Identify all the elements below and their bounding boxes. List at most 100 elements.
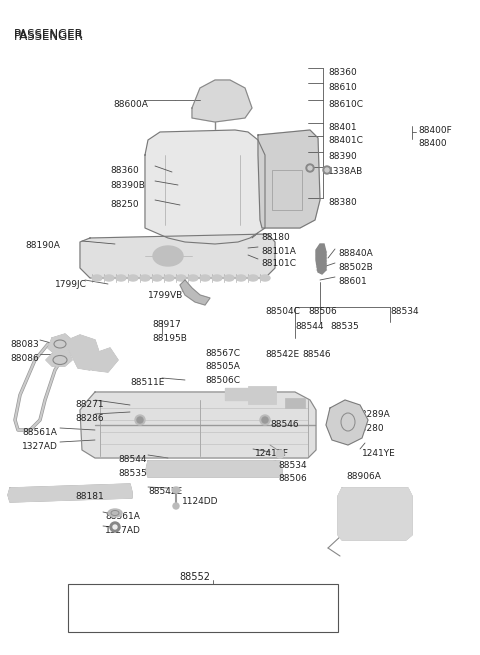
Polygon shape (8, 484, 132, 502)
Polygon shape (80, 392, 316, 458)
Ellipse shape (116, 275, 126, 281)
Polygon shape (326, 400, 368, 445)
Text: 1338AB: 1338AB (328, 167, 363, 176)
Polygon shape (316, 244, 326, 274)
Text: 88280: 88280 (355, 424, 384, 433)
Ellipse shape (153, 246, 183, 266)
Circle shape (262, 417, 268, 423)
Text: 88506C: 88506C (205, 376, 240, 385)
Polygon shape (80, 234, 275, 278)
Text: 88190A: 88190A (25, 241, 60, 250)
Text: PASSENGER: PASSENGER (14, 30, 84, 43)
Text: 1799JC: 1799JC (55, 280, 87, 289)
Text: 88840A: 88840A (338, 249, 373, 258)
Text: 88360: 88360 (328, 68, 357, 77)
Text: 88544: 88544 (295, 322, 324, 331)
Text: 88181: 88181 (75, 492, 104, 501)
Circle shape (173, 503, 179, 509)
Ellipse shape (260, 275, 270, 281)
Text: 88195B: 88195B (152, 334, 187, 343)
Polygon shape (48, 334, 72, 354)
Text: 1799VB: 1799VB (148, 291, 183, 300)
Text: 88542E: 88542E (148, 487, 182, 496)
Polygon shape (68, 335, 100, 370)
Ellipse shape (128, 275, 138, 281)
Text: 88534: 88534 (390, 307, 419, 316)
Text: 88286: 88286 (144, 596, 172, 605)
Ellipse shape (188, 275, 198, 281)
Text: 1241BF: 1241BF (141, 620, 175, 629)
Circle shape (325, 168, 329, 172)
Text: 88917: 88917 (152, 320, 181, 329)
Circle shape (276, 450, 284, 458)
Text: 88601: 88601 (338, 277, 367, 286)
Circle shape (306, 164, 314, 172)
Bar (68, 584, 338, 632)
Text: 88360: 88360 (110, 166, 139, 175)
Text: 88610: 88610 (328, 83, 357, 92)
Text: 88380: 88380 (328, 198, 357, 207)
Ellipse shape (92, 275, 102, 281)
Text: 88101C: 88101C (261, 259, 296, 268)
Ellipse shape (248, 275, 258, 281)
Text: 88511E: 88511E (261, 596, 295, 605)
Text: 1241YE: 1241YE (362, 449, 396, 458)
Text: 88534: 88534 (278, 461, 307, 470)
Ellipse shape (176, 275, 186, 281)
Text: 88511E: 88511E (130, 378, 164, 387)
Circle shape (113, 525, 117, 529)
Text: 1241YE: 1241YE (201, 620, 235, 629)
Text: 88561A: 88561A (105, 512, 140, 521)
Ellipse shape (108, 509, 122, 517)
Text: 88390: 88390 (328, 152, 357, 161)
Text: 88567C: 88567C (205, 349, 240, 358)
Text: 88506: 88506 (308, 307, 337, 316)
Text: 88546: 88546 (302, 350, 331, 359)
Ellipse shape (152, 275, 162, 281)
Text: 88505A: 88505A (205, 362, 240, 371)
Text: 88083: 88083 (10, 340, 39, 349)
Text: 88502B: 88502B (338, 263, 373, 272)
Circle shape (323, 166, 331, 174)
Ellipse shape (212, 275, 222, 281)
Text: 1124DD: 1124DD (182, 497, 218, 506)
Circle shape (137, 417, 143, 423)
Text: 88544: 88544 (118, 455, 146, 464)
Polygon shape (192, 80, 252, 122)
Text: 88289A: 88289A (355, 410, 390, 419)
Bar (272, 170, 302, 210)
Text: 88917: 88917 (204, 596, 232, 605)
Text: 88610C: 88610C (328, 100, 363, 109)
Text: 88535: 88535 (118, 469, 147, 478)
Text: 88390B: 88390B (110, 181, 145, 190)
Polygon shape (88, 348, 118, 372)
Text: 88906A: 88906A (346, 472, 381, 481)
Text: 88271: 88271 (75, 400, 104, 409)
Polygon shape (258, 130, 320, 228)
Text: 88542E: 88542E (265, 350, 299, 359)
Polygon shape (180, 280, 210, 305)
Polygon shape (146, 461, 282, 477)
Polygon shape (145, 130, 265, 244)
Text: 88400F: 88400F (418, 126, 452, 135)
Text: 1241BF: 1241BF (255, 449, 289, 458)
Text: 88565A: 88565A (240, 390, 275, 399)
Polygon shape (338, 488, 412, 540)
Text: 88600A: 88600A (113, 100, 148, 109)
Ellipse shape (200, 275, 210, 281)
Bar (285, 398, 305, 408)
Text: 88401C: 88401C (328, 136, 363, 145)
Ellipse shape (104, 275, 114, 281)
Bar (248, 386, 276, 404)
Text: 88181: 88181 (84, 596, 112, 605)
Bar (225, 388, 250, 400)
Text: 88400: 88400 (418, 139, 446, 148)
Text: 1327AD: 1327AD (22, 442, 58, 451)
Text: 88546: 88546 (270, 420, 299, 429)
Text: 88504C: 88504C (265, 307, 300, 316)
Text: 88401: 88401 (328, 123, 357, 132)
Circle shape (308, 166, 312, 170)
Text: 88180: 88180 (261, 233, 290, 242)
Text: 88250: 88250 (110, 200, 139, 209)
Text: 88506: 88506 (278, 474, 307, 483)
